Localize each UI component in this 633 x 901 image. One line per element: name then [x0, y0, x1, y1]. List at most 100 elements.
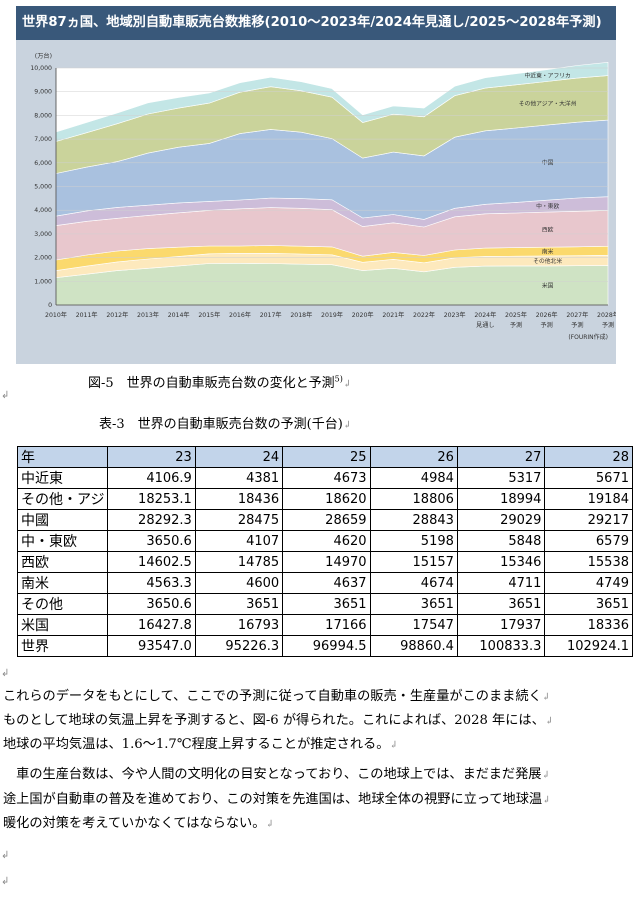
table-row-label: 西欧: [16, 551, 109, 573]
table-row: 米国 16427.8 16793 17166 17547 17937 18336: [16, 614, 633, 636]
y-tick-label: 9,000: [34, 89, 52, 96]
x-tick-sublabel: 予測: [540, 321, 552, 329]
table-row-label: 中近東: [16, 467, 109, 489]
return-mark: ↲: [1, 850, 10, 861]
table-cell: 4984: [369, 467, 458, 489]
table-cell: 4107: [194, 530, 284, 552]
table-row-label: 中國: [16, 509, 109, 531]
return-mark: ↲: [342, 420, 352, 431]
table-cell: 18336: [544, 614, 633, 636]
table-cell: 15538: [544, 551, 633, 573]
table-cell: 102924.1: [544, 635, 633, 657]
table-header-cell: 26: [369, 446, 458, 468]
x-tick-sublabel: 予測: [602, 321, 614, 329]
table-cell: 5848: [456, 530, 546, 552]
y-tick-label: 10,000: [30, 65, 52, 72]
table-row: 世界 93547.0 95226.3 96994.5 98860.4 100833.3 10…: [16, 635, 633, 657]
table-header-cell: 23: [107, 446, 196, 468]
table-cell: 28659: [282, 509, 371, 531]
table-cell: 17547: [369, 614, 458, 636]
y-tick-label: 2,000: [34, 255, 52, 262]
y-tick-label: 5,000: [34, 184, 52, 191]
table-header-cell: 24: [194, 446, 284, 468]
x-tick-label: 2016年: [229, 311, 251, 319]
table-cell: 28475: [194, 509, 284, 531]
table-row-label: 世界: [16, 635, 109, 657]
sales-forecast-table: 年 23 24 25 26 27 28 中近東 4106.9 4381 4673 4984 5317 56…: [16, 446, 633, 657]
source-label: (FOURIN作成): [568, 333, 608, 341]
table-cell: 4749: [544, 572, 633, 594]
table-cell: 28843: [369, 509, 458, 531]
table-cell: 4600: [194, 572, 284, 594]
table-cell: 18994: [456, 488, 546, 510]
table-row-label: その他: [16, 593, 109, 615]
table-cell: 4106.9: [107, 467, 196, 489]
table-cell: 96994.5: [282, 635, 371, 657]
table-cell: 15157: [369, 551, 458, 573]
table-cell: 4637: [282, 572, 371, 594]
table-header-cell: 25: [282, 446, 371, 468]
table-row-label: 中・東欧: [16, 530, 109, 552]
x-tick-label: 2023年: [444, 311, 466, 319]
series-label: 中近東・アフリカ: [524, 72, 570, 80]
table-row-label: その他・アジ: [16, 488, 109, 510]
table-row: その他・アジ 18253.1 18436 18620 18806 18994 19184: [16, 488, 633, 510]
table-cell: 18806: [369, 488, 458, 510]
table-cell: 17937: [456, 614, 546, 636]
x-tick-sublabel: 予測: [571, 321, 583, 329]
body-line-4: 車の生産台数は、今や人間の文明化の目安となっており、この地球上では、まだまだ発展…: [3, 767, 550, 782]
table-caption-text: 表-3 世界の自動車販売台数の予測(千台): [99, 417, 343, 432]
y-tick-label: 6,000: [34, 160, 52, 167]
return-mark: ↲: [342, 379, 352, 390]
table-cell: 16427.8: [107, 614, 196, 636]
table-cell: 6579: [544, 530, 633, 552]
table-cell: 3650.6: [107, 530, 196, 552]
table-cell: 15346: [456, 551, 546, 573]
figure-caption-ref: 5): [334, 374, 343, 384]
return-mark: ↲: [1, 876, 10, 887]
x-tick-label: 2017年: [260, 311, 282, 319]
y-tick-label: 1,000: [34, 278, 52, 285]
return-mark: ↲: [1, 390, 10, 401]
x-tick-label: 2025年: [505, 311, 527, 319]
figure-chart-panel: 世界87ヵ国、地域別自動車販売台数推移(2010～2023年/2024年見通し/…: [16, 6, 616, 364]
table-cell: 100833.3: [456, 635, 546, 657]
table-cell: 4620: [282, 530, 371, 552]
body-line-3: 地球の平均気温は、1.6～1.7℃程度上昇することが推定される。↲: [3, 737, 398, 752]
x-tick-label: 2022年: [413, 311, 435, 319]
table-row: 西欧 14602.5 14785 14970 15157 15346 15538: [16, 551, 633, 573]
table-header-row: 年 23 24 25 26 27 28: [16, 446, 633, 468]
series-label: 中・東欧: [536, 202, 559, 210]
series-label: その他北米: [533, 257, 562, 265]
table-cell: 4674: [369, 572, 458, 594]
table-cell: 95226.3: [194, 635, 284, 657]
x-tick-label: 2013年: [137, 311, 159, 319]
table-row: 南米 4563.3 4600 4637 4674 4711 4749: [16, 572, 633, 594]
x-tick-label: 2021年: [382, 311, 404, 319]
table-cell: 3651: [282, 593, 371, 615]
x-tick-label: 2026年: [536, 311, 558, 319]
body-line-2: ものとして地球の気温上昇を予測すると、図-6 が得られた。これによれば、2028…: [3, 713, 554, 728]
table-cell: 18253.1: [107, 488, 196, 510]
figure-caption: 図-5 世界の自動車販売台数の変化と予測5)↲: [88, 372, 351, 391]
x-tick-label: 2014年: [168, 311, 190, 319]
x-tick-label: 2020年: [352, 311, 374, 319]
x-tick-sublabel: 見通し: [476, 321, 495, 329]
x-tick-label: 2028年: [597, 311, 616, 319]
table-cell: 3650.6: [107, 593, 196, 615]
figure-title: 世界87ヵ国、地域別自動車販売台数推移(2010～2023年/2024年見通し/…: [16, 6, 616, 40]
x-tick-label: 2024年: [474, 311, 496, 319]
stacked-area-chart: 米国その他北米南米西欧中・東欧中国その他アジア・大洋州中近東・アフリカ01,00…: [30, 52, 616, 341]
y-tick-label: 7,000: [34, 136, 52, 143]
table-cell: 16793: [194, 614, 284, 636]
series-label: その他アジア・大洋州: [519, 99, 577, 107]
table-cell: 5317: [456, 467, 546, 489]
table-cell: 18620: [282, 488, 371, 510]
table-row: 中・東欧 3650.6 4107 4620 5198 5848 6579: [16, 530, 633, 552]
table-cell: 28292.3: [107, 509, 196, 531]
table-cell: 93547.0: [107, 635, 196, 657]
x-tick-label: 2011年: [76, 311, 98, 319]
figure-caption-text: 図-5 世界の自動車販売台数の変化と予測: [88, 376, 335, 391]
table-row: その他 3650.6 3651 3651 3651 3651 3651: [16, 593, 633, 615]
x-tick-label: 2010年: [45, 311, 67, 319]
